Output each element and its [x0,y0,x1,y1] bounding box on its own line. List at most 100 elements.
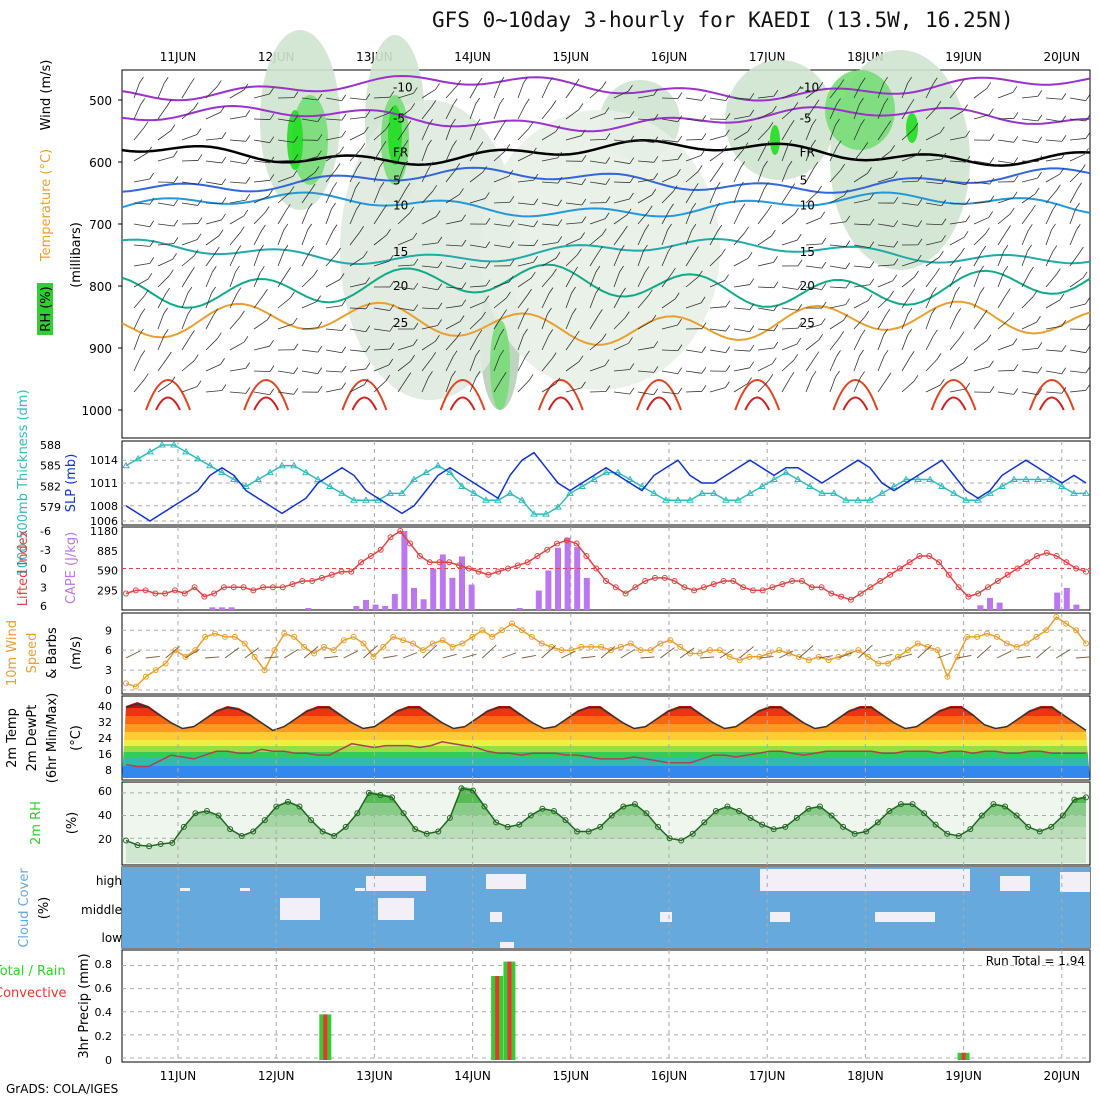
lifted-index-line-point [358,559,365,566]
wind-barb [349,384,365,393]
thickness-line-point [878,489,886,496]
thickness-line-point [578,482,586,489]
rh-line-point [851,830,858,837]
wind-barb-flag [859,97,864,105]
wind-barb [781,359,795,372]
wind-barb [973,251,983,267]
wind-barb [421,167,430,183]
wind-barb-flag [428,119,433,126]
precip-tick: 0.6 [95,982,113,995]
wind-barb [589,292,597,309]
wind-speed-line-point [291,633,298,640]
rh-line-point [1013,812,1020,819]
bottom-day-label: 15JUN [553,1069,590,1083]
wind-barb [1045,209,1054,225]
thickness-line-point [518,496,526,503]
rh-line-point [874,819,881,826]
warm-contour [832,379,879,411]
wind-barb-flag [1037,171,1042,179]
wind-barb-flag [629,111,635,118]
wind-barb-flag [768,122,774,129]
wind-barb-flag [221,178,227,185]
wind-barb-flag [409,206,415,214]
wind-speed-line-point [885,660,892,667]
wind-barb-flag [765,140,770,148]
wind-barb [901,82,909,99]
bottom-day-label: 20JUN [1044,1069,1081,1083]
isotherm-label: 5 [800,174,808,188]
wind-barb-flag [211,286,216,294]
wind-barb [997,344,1014,351]
wind-barb [493,201,510,204]
lifted-index-line-point [1083,568,1089,575]
wind-barb [637,320,653,330]
wind-barb [733,349,750,352]
wind-barb-flag [527,288,532,296]
wind-barb [157,243,174,246]
wind-barb-flag [293,367,299,374]
wind-speed-line-point [449,643,456,650]
wind-barb [277,139,294,143]
wind-barb [829,320,844,330]
wind-barb-flag [317,321,323,328]
wind-speed-line-point [647,647,654,654]
wind-barb [397,188,407,204]
wind-barb-flag [818,334,824,341]
wind-barb-flag [1037,388,1043,395]
dewpt2m-axis-label: 2m DewPt [25,705,40,772]
wind-barb [253,160,270,164]
wind-barb-flag [1085,114,1091,122]
wind-barb-flag [989,108,994,115]
wind-speed-line-point [479,627,486,634]
wind-barb-flag [475,349,480,357]
wind-barb-flag [1029,266,1034,274]
wind-barb [709,208,716,225]
lifted-index-line-point [877,578,884,584]
wind-barb-flag [893,240,899,248]
wind-speed-line-point [805,657,812,664]
wind-barb-flag [743,142,749,149]
wind-barb [757,307,774,312]
wind-barb [325,188,334,204]
wind-speed-line-point [350,633,357,640]
wind-speed-line-point [944,673,951,680]
wind-barb-flag [653,88,659,96]
wind-barb-flag [355,181,360,189]
wind-barb [301,251,311,267]
wind-barb-flag [739,181,744,189]
wind-barb-flag [595,286,601,294]
wind-barb [565,361,580,372]
wind-barb [157,223,174,227]
wind-barb [901,260,918,267]
wind-speed-line-point [489,633,496,640]
isotherm-line [121,263,1091,309]
wind-barb [469,171,483,183]
warm-contour [145,379,191,411]
wind-speed-line-point [518,627,525,634]
wind-barb-flag [916,254,922,262]
wind-barb [325,370,342,373]
wind-speed-line-point [1003,640,1010,647]
thickness-line-point [806,482,814,489]
wind-barb-flag [245,135,251,142]
wind-barb [925,181,942,185]
wind-barb-flag [364,126,369,134]
wind-barb-flag [936,353,942,360]
wind-barb-flag [701,346,707,353]
wind-barb-flag [389,90,395,98]
rh-line-point [1059,812,1066,819]
wind-barb-flag [965,215,971,222]
wind-barb [709,230,719,246]
isotherm-label: FR [393,146,408,160]
wind-barb-flag [240,310,245,318]
wind-barb [349,132,365,141]
wind-speed-line-point [419,647,426,654]
wind-barb [157,275,170,288]
wind-barb [949,236,965,246]
thickness-line-point [854,496,862,503]
wind-barb [541,335,550,351]
thickness-line-point [314,475,322,483]
cloud-level-low: low [102,931,123,945]
wind-barb [181,360,195,372]
thickness-line-point [974,496,982,503]
